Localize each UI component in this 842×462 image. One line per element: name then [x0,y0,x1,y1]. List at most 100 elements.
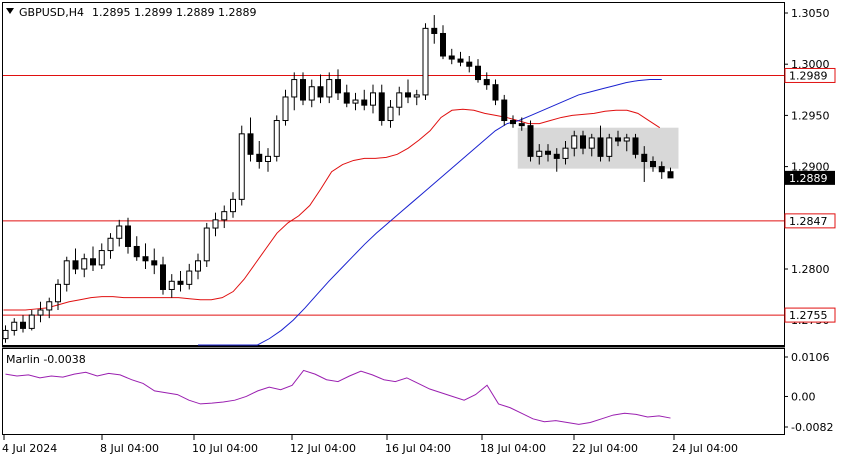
candle-body-bear [553,153,560,159]
candle-body-bear [378,92,385,122]
candle-body-bear [177,280,184,285]
candle-body-bull [273,120,280,157]
candle-body-bull [308,86,315,101]
candle [413,89,420,106]
candle-body-bull [326,79,333,98]
candle-body-bull [195,260,201,272]
candle [422,23,429,101]
candle [282,89,289,126]
candle [571,130,578,157]
ohlc-readout: 1.2895 1.2899 1.2889 1.2889 [92,6,256,19]
indicator-line [5,369,671,425]
candle [72,248,79,275]
candle [448,48,455,65]
candle [300,72,306,106]
time-label: 10 Jul 04:00 [192,442,258,455]
candle-body-bull [387,106,394,122]
candle-body-bull [238,133,245,200]
candle [492,79,499,106]
candle-body-bear [527,125,534,157]
candle [510,115,516,128]
candle-body-bear [545,150,551,155]
candle-body-bull [168,280,175,290]
candle [46,297,53,319]
candle [317,74,324,104]
candle [623,133,630,152]
price-axis[interactable]: 1.30501.30001.29501.29001.28501.28001.27… [784,7,836,327]
price-tick-label: 1.2950 [791,109,830,122]
candle-body-bull [282,96,289,122]
candle-body-bear [125,225,131,247]
marlin-line [5,369,671,425]
candle [615,130,621,147]
candle [405,79,411,104]
candle-body-bear [650,160,656,168]
candle [650,156,656,172]
candle [265,148,271,172]
candle-body-bear [466,61,473,67]
candle-body-bear [72,260,79,270]
candle [475,59,481,83]
indicator-label: Marlin -0.0038 [6,353,86,366]
candle [125,217,131,254]
candle-body-bear [580,135,586,149]
candle [335,69,341,101]
candle [501,94,508,126]
candle-body-bull [63,260,70,285]
moving-averages [3,79,662,346]
horizontal-levels[interactable] [3,74,784,316]
price-pane-frame [2,2,785,346]
candle-body-bear [256,153,263,162]
candle-body-bear [448,55,455,60]
time-label: 18 Jul 04:00 [480,442,546,455]
current-price-tag [785,170,835,185]
candle-body-bull [536,150,543,157]
level-tag-box [784,67,836,83]
candle [361,89,368,111]
symbol-label: GBPUSD,H4 [19,6,84,19]
candle [431,15,438,44]
level-tag-label: 1.2989 [789,69,828,82]
candle-body-bear [361,99,368,106]
candle-body-bull [11,321,18,331]
candle-body-bull [562,147,569,159]
current-price-label: 1.2889 [789,172,828,185]
candle-body-bear [247,133,254,155]
time-axis[interactable]: 4 Jul 2024 8 Jul 04:00 10 Jul 04:00 12 Jul … [2,435,738,455]
candle [466,56,473,73]
candle [168,274,175,298]
candle-body-bull [623,137,630,142]
candle-body-bull [186,270,193,285]
candle [221,205,228,229]
candle [291,72,298,111]
candle-body-bull [422,27,429,96]
candle-body-bull [413,94,420,98]
candle-body-bear [405,92,411,98]
candle [370,84,376,114]
candle-body-bear [317,86,324,98]
candle [667,167,674,179]
candle [186,263,193,290]
level-tag-label: 1.2847 [789,215,828,228]
candle [457,51,464,67]
candle-body-bull [571,135,578,149]
candle-body-bear [510,120,516,125]
candle [483,72,490,90]
candle-body-bear [343,92,350,104]
indicator-tick-label: 0.00 [791,390,816,403]
candle [203,222,210,267]
candle-body-bull [2,329,9,340]
candle-body-bull [606,137,613,157]
candle-body-bear [142,256,149,262]
ma-fast-line [3,108,661,311]
candle [641,146,648,182]
candle-body-bear [133,245,140,258]
triangle-down-icon[interactable] [6,8,14,14]
candle-body-bull [396,92,403,108]
candle [177,271,184,292]
ma-slow-line [198,79,662,346]
candle [28,309,35,331]
candle [247,117,254,162]
